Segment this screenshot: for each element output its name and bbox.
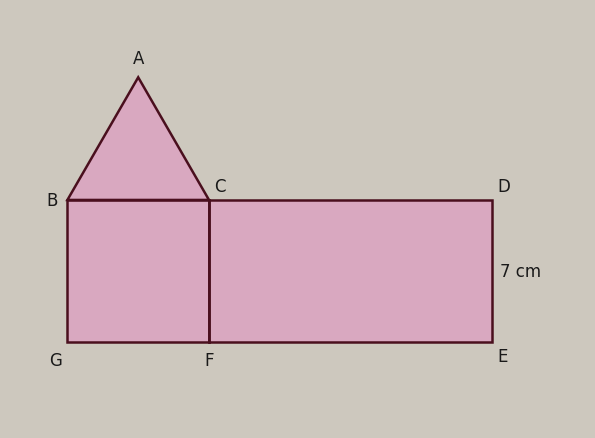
Text: 7 cm: 7 cm	[500, 262, 541, 280]
Text: D: D	[497, 177, 510, 195]
Polygon shape	[209, 201, 492, 342]
Text: B: B	[46, 191, 58, 209]
Text: A: A	[133, 50, 144, 68]
Text: F: F	[204, 352, 214, 370]
Text: E: E	[497, 347, 508, 365]
Polygon shape	[67, 78, 209, 201]
Polygon shape	[67, 201, 209, 342]
Text: G: G	[49, 352, 62, 370]
Text: C: C	[214, 177, 226, 195]
